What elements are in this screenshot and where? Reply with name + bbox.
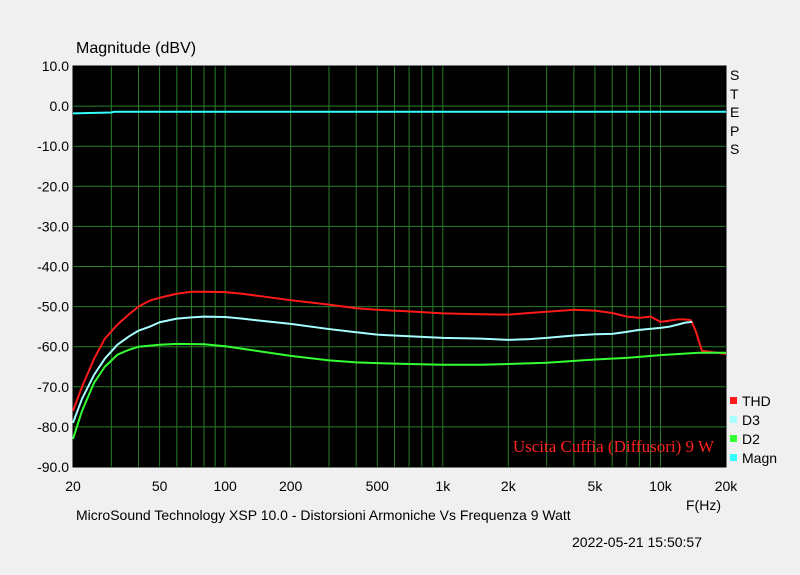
steps-letter: T bbox=[730, 85, 739, 102]
steps-letter: S bbox=[730, 67, 740, 83]
steps-letter: S bbox=[730, 141, 740, 157]
plot-border bbox=[72, 65, 727, 468]
y-tick-label: -30.0 bbox=[37, 218, 69, 234]
legend-item-thd: THD bbox=[730, 391, 777, 410]
steps-letter: E bbox=[730, 104, 740, 120]
chart-caption: MicroSound Technology XSP 10.0 - Distors… bbox=[76, 507, 571, 523]
y-tick-label: -70.0 bbox=[37, 379, 69, 395]
x-tick-label: 20 bbox=[65, 478, 81, 494]
x-tick-label: 5k bbox=[588, 478, 604, 494]
legend-label: D3 bbox=[742, 411, 760, 428]
series-line-d2 bbox=[72, 342, 726, 440]
legend-swatch bbox=[730, 416, 737, 423]
legend-label: Magn bbox=[742, 449, 778, 466]
legend: THD D3 D2 Magn bbox=[730, 391, 777, 467]
x-axis-unit: F(Hz) bbox=[686, 497, 721, 513]
x-tick-label: 100 bbox=[213, 478, 237, 494]
y-tick-label: -20.0 bbox=[37, 178, 69, 194]
legend-swatch bbox=[730, 397, 737, 404]
x-tick-label: 500 bbox=[366, 478, 390, 494]
y-tick-label: -50.0 bbox=[37, 299, 69, 315]
y-tick-label: 10.0 bbox=[42, 58, 69, 74]
x-tick-label: 1k bbox=[435, 478, 451, 494]
y-axis-title: Magnitude (dBV) bbox=[76, 40, 197, 57]
y-tick-label: -80.0 bbox=[37, 419, 69, 435]
y-tick-label: -90.0 bbox=[37, 459, 69, 475]
steps-letter: P bbox=[730, 122, 740, 139]
x-tick-label: 2k bbox=[501, 478, 517, 494]
legend-item-d2: D2 bbox=[730, 429, 777, 448]
series-line-thd bbox=[72, 290, 727, 412]
legend-label: THD bbox=[742, 392, 771, 409]
steps-label: S T E P S bbox=[730, 66, 739, 159]
series-line-d3 bbox=[72, 315, 693, 424]
y-tick-label: 0.0 bbox=[50, 98, 70, 114]
x-tick-label: 50 bbox=[152, 478, 168, 494]
timestamp: 2022-05-21 15:50:57 bbox=[572, 534, 702, 550]
y-tick-label: -10.0 bbox=[37, 138, 69, 154]
legend-item-magn: Magn bbox=[730, 448, 777, 467]
y-tick-label: -40.0 bbox=[37, 259, 69, 275]
x-tick-label: 200 bbox=[279, 478, 303, 494]
legend-swatch bbox=[730, 454, 737, 461]
x-tick-label: 20k bbox=[715, 478, 739, 494]
legend-label: D2 bbox=[742, 430, 760, 447]
y-tick-label: -60.0 bbox=[37, 339, 69, 355]
x-tick-label: 10k bbox=[649, 478, 673, 494]
series-line-magn bbox=[72, 110, 726, 115]
legend-item-d3: D3 bbox=[730, 410, 777, 429]
legend-swatch bbox=[730, 435, 737, 442]
chart-annotation: Uscita Cuffia (Diffusori) 9 W bbox=[513, 437, 715, 456]
